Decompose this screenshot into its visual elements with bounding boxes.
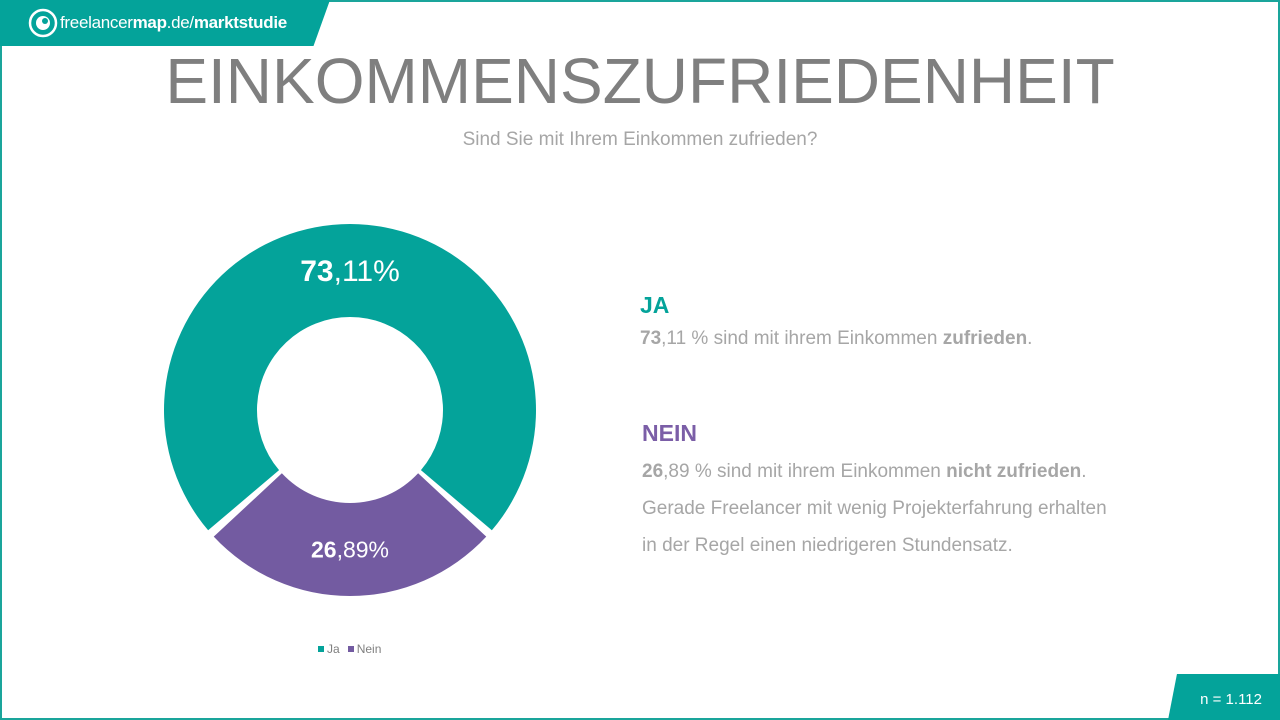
freelancermap-logo-icon [28, 8, 58, 38]
data-label-nein: 26,89% [311, 537, 389, 563]
donut-slice-ja [164, 224, 537, 531]
page-title: EINKOMMENSZUFRIEDENHEIT [165, 45, 1115, 117]
ja-description: 73,11 % sind mit ihrem Einkommen zufried… [640, 328, 1033, 349]
nein-heading: NEIN [642, 420, 697, 446]
legend-label-ja: Ja [327, 642, 340, 656]
nein-description: 26,89 % sind mit ihrem Einkommen nicht z… [642, 453, 1107, 564]
brand-name: freelancermap.de/marktstudie [60, 13, 287, 32]
legend-item-ja: Ja [318, 642, 340, 656]
page-subtitle: Sind Sie mit Ihrem Einkommen zufrieden? [462, 129, 818, 150]
legend-label-nein: Nein [356, 642, 382, 656]
data-label-ja: 73,11% [300, 255, 400, 288]
donut-slice-nein [213, 473, 487, 597]
chart-legend: Ja Nein [318, 642, 381, 656]
legend-item-nein: Nein [347, 642, 382, 656]
sample-size: n = 1.112 [1200, 691, 1262, 708]
legend-swatch-nein [347, 646, 354, 652]
nein-description-line-3: in der Regel einen niedrigeren Stundensa… [642, 535, 1013, 556]
donut-chart: 73,11% 26,89% [164, 224, 537, 597]
nein-description-line-2: Gerade Freelancer mit wenig Projekterfah… [642, 498, 1107, 519]
ja-heading: JA [640, 292, 670, 318]
sample-size-tab [1168, 674, 1280, 720]
legend-swatch-ja [318, 646, 324, 652]
nein-description-line-1: 26,89 % sind mit ihrem Einkommen nicht z… [642, 461, 1087, 482]
